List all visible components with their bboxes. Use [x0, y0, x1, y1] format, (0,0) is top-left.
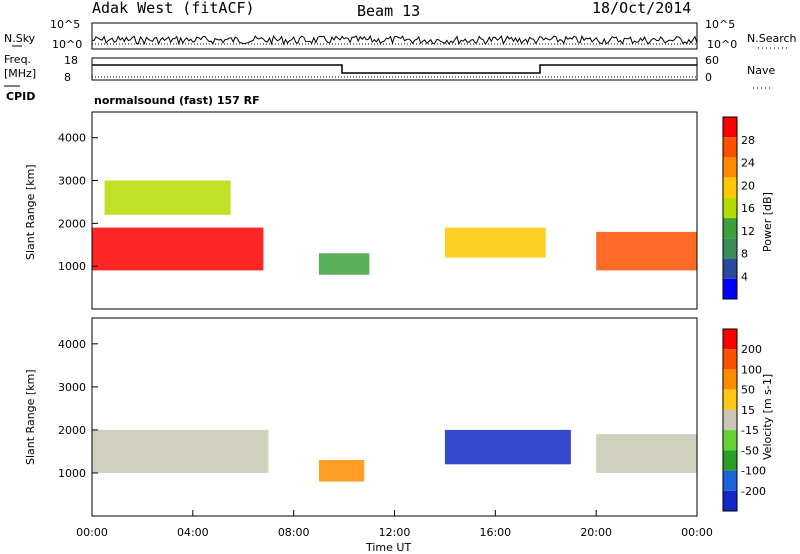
power-panel-border — [91, 111, 698, 310]
colorbar-frame — [722, 116, 738, 300]
xtick-label: 08:00 — [278, 526, 310, 539]
colorbar-tick-label: 4 — [741, 270, 748, 283]
velocity-colorbar: 200 100 50 15 -15 -50 -100 -200 — [722, 328, 766, 512]
colorbar-tick-label: 12 — [741, 225, 755, 238]
colorbar-swatch — [723, 450, 737, 471]
cpid-value: normalsound (fast) 157 RF — [94, 94, 260, 107]
velocity-ylabel: Slant Range [km] — [24, 369, 37, 465]
ytick-label: 2000 — [58, 217, 86, 230]
colorbar-swatch — [723, 430, 737, 451]
velocity-colorbar-label: Velocity [m s-1] — [761, 374, 774, 460]
freq-unit: [MHz] — [4, 67, 36, 80]
colorbar-swatch — [723, 157, 737, 178]
nsky-tick-low: 10^0 — [52, 38, 82, 51]
ytick-label: 4000 — [58, 132, 86, 145]
beam-title: Beam 13 — [357, 2, 420, 20]
ytick-label: 3000 — [58, 175, 86, 188]
colorbar-swatch — [723, 389, 737, 410]
colorbar-tick-label: 20 — [741, 179, 755, 192]
power-echo-band-3 — [444, 227, 546, 258]
nsky-label: N.Sky — [4, 32, 36, 45]
colorbar-swatch — [723, 258, 737, 279]
colorbar-tick-label: 8 — [741, 248, 748, 261]
nave-tick-low: 0 — [705, 71, 712, 84]
colorbar-swatch — [723, 177, 737, 198]
power-echo-band-4 — [596, 231, 697, 271]
xtick-label: 04:00 — [177, 526, 209, 539]
xtick-label: 00:00 — [76, 526, 108, 539]
nsky-tick-high: 10^5 — [50, 18, 80, 31]
freq-trace — [92, 64, 697, 74]
radar-title: Adak West (fitACF) — [92, 0, 255, 17]
ytick-label: 1000 — [58, 467, 86, 480]
power-data — [92, 180, 697, 275]
colorbar-tick-label: -100 — [741, 465, 766, 478]
colorbar-swatch — [723, 238, 737, 259]
xtick-label: 12:00 — [379, 526, 411, 539]
colorbar-tick-label: 200 — [741, 343, 762, 356]
colorbar-swatch — [723, 329, 737, 350]
velocity-echo-band-3 — [596, 434, 697, 473]
colorbar-swatch — [723, 470, 737, 491]
colorbar-tick-label: -200 — [741, 485, 766, 498]
colorbar-swatch — [723, 117, 737, 138]
cpid-label: CPID — [6, 90, 35, 103]
ytick-label: 4000 — [58, 338, 86, 351]
colorbar-swatch — [723, 197, 737, 219]
colorbar-swatch — [723, 137, 737, 158]
time-axis-label: Time UT — [365, 541, 411, 554]
nsky-panel — [91, 22, 698, 50]
nave-label: Nave — [747, 64, 775, 77]
nsearch-tick-low: 10^0 — [707, 38, 737, 51]
colorbar-frame — [722, 328, 738, 512]
freq-panel — [91, 57, 698, 81]
nsearch-tick-high: 10^5 — [705, 18, 735, 31]
colorbar-tick-label: 24 — [741, 157, 755, 170]
colorbar-tick-label: -50 — [741, 444, 759, 457]
nave-tick-high: 60 — [705, 54, 719, 67]
power-echo-band-0 — [92, 227, 264, 271]
colorbar-tick-label: -15 — [741, 424, 759, 437]
power-colorbar: 28 24 20 16 12 8 4 — [722, 116, 755, 300]
colorbar-swatch — [723, 218, 737, 239]
colorbar-swatch — [723, 409, 737, 431]
colorbar-tick-label: 15 — [741, 404, 755, 417]
velocity-data — [92, 429, 697, 482]
power-echo-band-1 — [104, 180, 231, 215]
velocity-echo-band-1 — [318, 460, 365, 482]
date-title: 18/Oct/2014 — [592, 0, 691, 17]
ytick-label: 2000 — [58, 424, 86, 437]
velocity-panel-frame — [91, 317, 698, 517]
colorbar-swatch — [723, 369, 737, 390]
colorbar-swatch — [723, 490, 737, 511]
power-ylabel: Slant Range [km] — [24, 164, 37, 260]
velocity-echo-band-0 — [92, 429, 269, 473]
ytick-label: 3000 — [58, 381, 86, 394]
colorbar-swatch — [723, 278, 737, 299]
xtick-label: 20:00 — [580, 526, 612, 539]
velocity-echo-band-2 — [444, 429, 571, 465]
power-yticks: 1000 2000 3000 4000 — [58, 132, 98, 273]
colorbar-tick-label: 50 — [741, 384, 755, 397]
colorbar-tick-label: 28 — [741, 134, 755, 147]
ytick-label: 1000 — [58, 260, 86, 273]
power-colorbar-label: Power [dB] — [761, 192, 774, 252]
nsky-trace — [91, 34, 698, 46]
colorbar-tick-label: 100 — [741, 363, 762, 376]
xtick-label: 16:00 — [479, 526, 511, 539]
colorbar-swatch — [723, 349, 737, 370]
freq-label: Freq. — [4, 53, 31, 66]
power-echo-band-2 — [318, 253, 370, 275]
colorbar-tick-label: 16 — [741, 202, 755, 215]
freq-tick-high: 18 — [64, 54, 78, 67]
velocity-yticks: 1000 2000 3000 4000 — [58, 338, 98, 480]
nsky-line — [91, 34, 698, 46]
nsearch-label: N.Search — [747, 32, 797, 45]
freq-tick-low: 8 — [64, 71, 71, 84]
time-axis: 00:00 04:00 08:00 12:00 16:00 20:00 00:00 — [76, 510, 713, 539]
xtick-label: 00:00 — [681, 526, 713, 539]
